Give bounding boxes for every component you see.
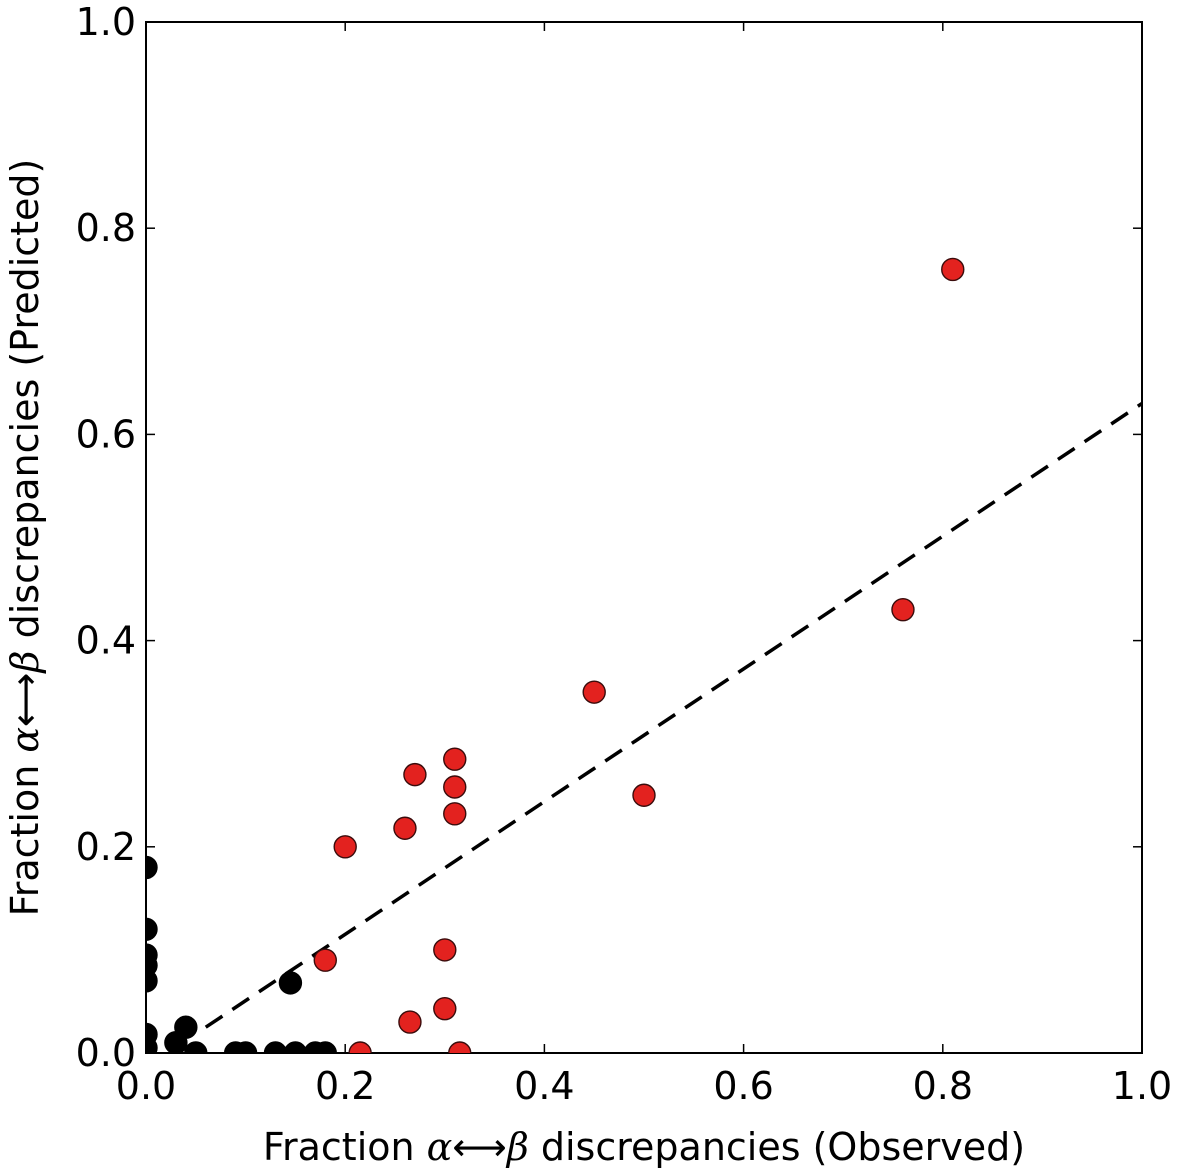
red-data-point <box>941 257 965 282</box>
red-data-point <box>398 1010 422 1034</box>
y-tick-label: 0.6 <box>76 412 136 456</box>
plot-frame <box>145 21 1143 1054</box>
black-data-point <box>146 855 158 880</box>
red-data-point <box>348 1041 372 1053</box>
x-axis-label-beta: β <box>505 1125 529 1169</box>
red-data-point <box>393 816 417 840</box>
red-data-point <box>333 835 357 859</box>
black-data-point <box>146 917 158 941</box>
black-data-point <box>146 969 158 993</box>
black-data-point <box>278 971 303 995</box>
y-axis-label-arrow: ⟷ <box>3 672 47 726</box>
y-axis-label: Fraction α⟷β discrepancies (Predicted) <box>3 159 47 917</box>
y-tick-label: 0.4 <box>76 619 136 663</box>
y-tick-label: 0.2 <box>76 825 136 869</box>
black-data-point <box>283 1041 308 1053</box>
x-tick-label: 0.6 <box>713 1064 773 1108</box>
red-data-point <box>891 597 915 622</box>
red-data-point <box>313 948 337 972</box>
y-axis-label-alpha: α <box>3 727 47 753</box>
y-tick-label: 0.0 <box>76 1031 136 1075</box>
y-axis-label-suffix: discrepancies (Predicted) <box>3 159 47 651</box>
red-data-point <box>433 938 457 962</box>
y-axis-label-beta: β <box>3 650 47 674</box>
red-data-point <box>582 680 606 704</box>
x-axis-label-alpha: α <box>427 1125 453 1169</box>
x-tick-label: 0.0 <box>116 1064 176 1108</box>
x-tick-label: 0.2 <box>315 1064 375 1108</box>
black-data-point <box>184 1041 208 1053</box>
x-tick-label: 1.0 <box>1112 1064 1172 1108</box>
red-data-point <box>433 996 457 1021</box>
red-data-point <box>403 762 427 787</box>
y-axis-label-prefix: Fraction <box>3 753 47 917</box>
y-tick-label: 0.8 <box>76 206 136 250</box>
dashed-fit-line <box>204 402 1143 1029</box>
black-data-point <box>146 1036 158 1053</box>
x-axis-label-arrow: ⟷ <box>452 1125 506 1169</box>
x-tick-label: 0.4 <box>514 1064 574 1108</box>
black-data-point <box>263 1041 288 1053</box>
red-data-point <box>448 1041 472 1053</box>
x-axis-label-suffix: discrepancies (Observed) <box>529 1125 1025 1169</box>
scatter-points <box>146 257 965 1053</box>
x-axis-label-prefix: Fraction <box>263 1125 427 1169</box>
red-data-point <box>632 783 656 807</box>
black-data-point <box>233 1041 258 1053</box>
x-axis-label: Fraction α⟷β discrepancies (Observed) <box>263 1125 1025 1169</box>
black-data-point <box>164 1030 188 1053</box>
x-tick-label: 0.8 <box>913 1064 973 1108</box>
red-data-point <box>443 802 467 826</box>
black-data-point <box>313 1041 337 1053</box>
red-data-point <box>443 775 467 799</box>
red-data-point <box>443 747 467 771</box>
y-tick-label: 1.0 <box>76 0 136 44</box>
